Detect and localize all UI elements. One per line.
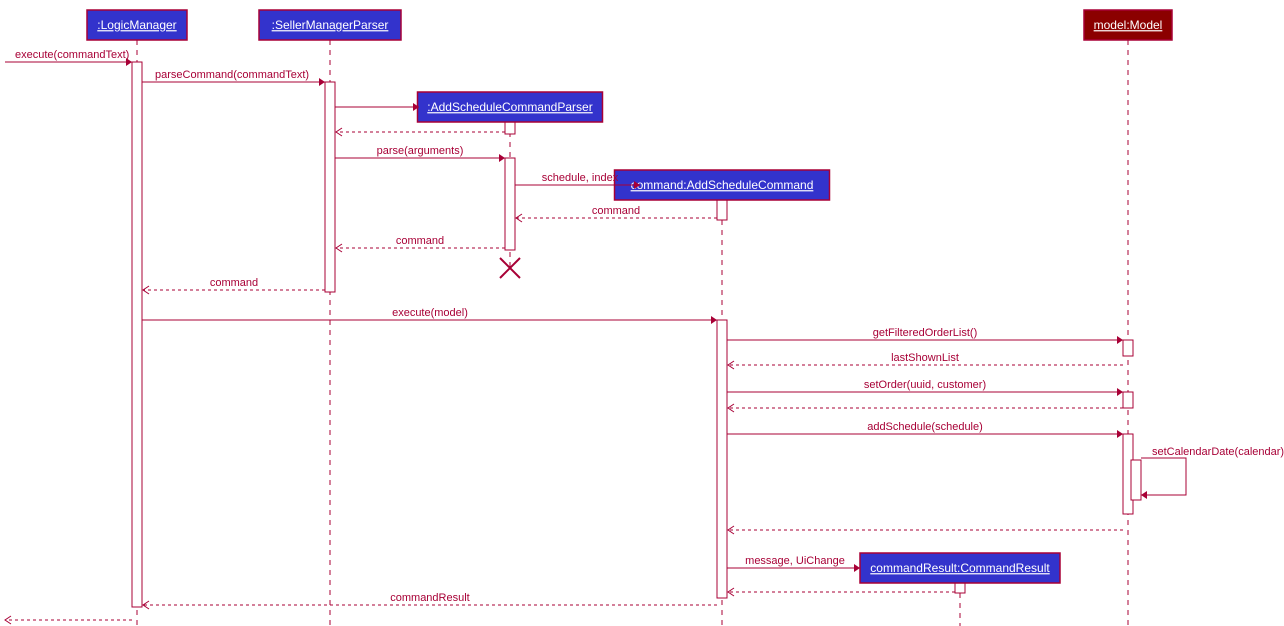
sequence-diagram: :LogicManager :SellerManagerParser :AddSch… (0, 0, 1284, 626)
self-message-label: setCalendarDate(calendar) (1152, 446, 1284, 458)
participant-label-parser: :SellerManagerParser (272, 18, 389, 32)
message-label: schedule, index (542, 172, 619, 184)
message-label: execute(commandText) (15, 49, 129, 61)
activation-cmd (717, 200, 727, 220)
activation-model (1123, 392, 1133, 408)
activation-parser (325, 82, 335, 292)
message-label: addSchedule(schedule) (867, 421, 983, 433)
activation-addp (505, 122, 515, 134)
message-label: command (396, 235, 444, 247)
message-label: getFilteredOrderList() (873, 327, 978, 339)
message-label: commandResult (390, 592, 469, 604)
participant-label-result: commandResult:CommandResult (870, 561, 1050, 575)
participant-label-addp: :AddScheduleCommandParser (427, 100, 592, 114)
activation-model (1123, 340, 1133, 356)
message-label: command (210, 277, 258, 289)
activation-addp (505, 158, 515, 250)
message-label: parse(arguments) (377, 145, 464, 157)
arrowhead (711, 316, 717, 324)
message-label: lastShownList (891, 352, 959, 364)
participant-label-model: model:Model (1094, 18, 1163, 32)
arrowhead (1141, 491, 1147, 499)
activation-logic (132, 62, 142, 607)
message-label: parseCommand(commandText) (155, 69, 309, 81)
participant-label-logic: :LogicManager (97, 18, 176, 32)
arrowhead (1117, 336, 1123, 344)
message-label: execute(model) (392, 307, 468, 319)
arrowhead (1117, 430, 1123, 438)
arrowhead (319, 78, 325, 86)
self-message-line (1141, 458, 1186, 495)
message-label: setOrder(uuid, customer) (864, 379, 986, 391)
arrowhead (1117, 388, 1123, 396)
participant-label-cmd: command:AddScheduleCommand (631, 178, 814, 192)
activation-cmd (717, 320, 727, 598)
message-label: command (592, 205, 640, 217)
activation-result (955, 583, 965, 593)
message-label: message, UiChange (745, 555, 845, 567)
arrowhead (499, 154, 505, 162)
arrowhead (854, 564, 860, 572)
activation-model (1131, 460, 1141, 500)
